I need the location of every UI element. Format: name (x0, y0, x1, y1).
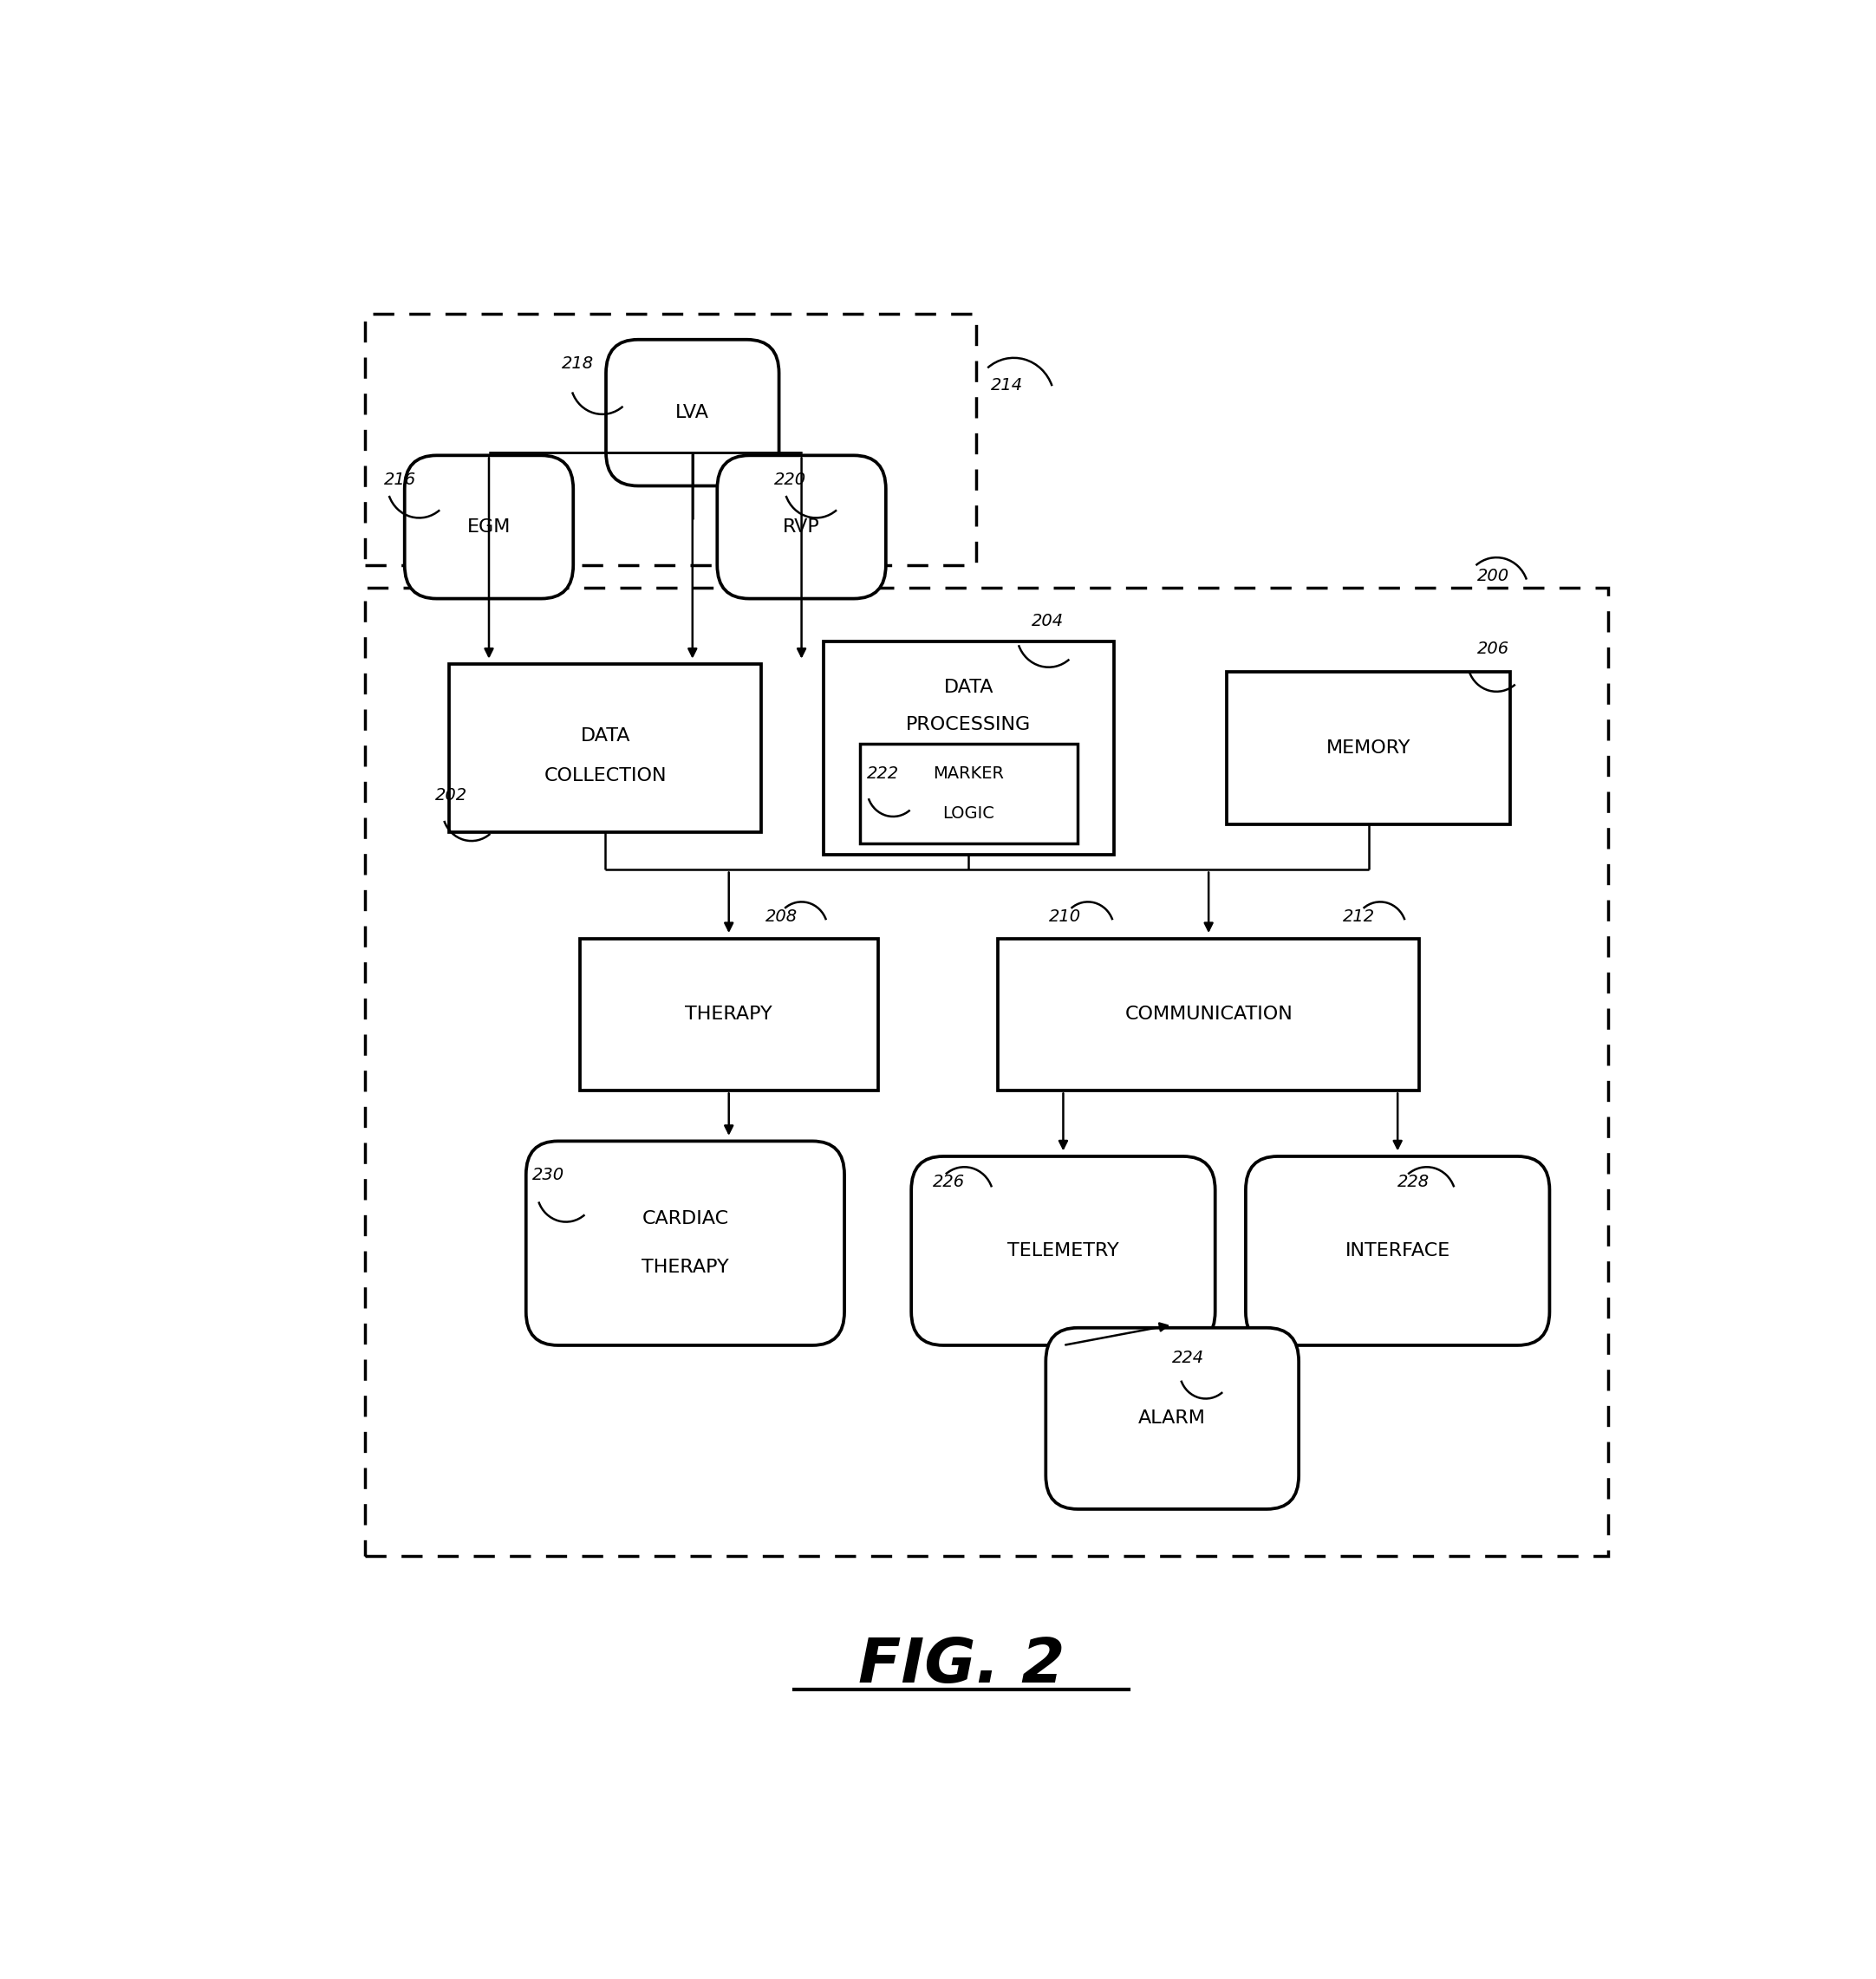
Text: MARKER: MARKER (932, 766, 1004, 782)
Text: 210: 210 (1049, 908, 1081, 926)
FancyBboxPatch shape (405, 455, 574, 598)
Text: 216: 216 (385, 471, 416, 489)
FancyBboxPatch shape (1246, 1156, 1550, 1346)
Text: EGM: EGM (467, 518, 510, 536)
Bar (448, 665, 762, 831)
Text: ALARM: ALARM (1139, 1409, 1206, 1427)
Bar (824, 641, 1114, 855)
Bar (1227, 671, 1510, 823)
Bar (366, 588, 1608, 1555)
Text: THERAPY: THERAPY (642, 1259, 730, 1276)
FancyBboxPatch shape (606, 340, 779, 487)
Text: 212: 212 (1343, 908, 1375, 926)
Text: PROCESSING: PROCESSING (906, 716, 1032, 734)
Text: FIG. 2: FIG. 2 (857, 1635, 1066, 1696)
Bar (580, 938, 878, 1090)
Text: 228: 228 (1398, 1174, 1430, 1191)
Text: TELEMETRY: TELEMETRY (1007, 1243, 1118, 1259)
Text: 218: 218 (561, 356, 595, 372)
Text: DATA: DATA (580, 726, 630, 744)
Bar (859, 744, 1077, 843)
Bar (998, 938, 1420, 1090)
Text: COMMUNICATION: COMMUNICATION (1124, 1005, 1293, 1023)
Text: THERAPY: THERAPY (685, 1005, 773, 1023)
FancyBboxPatch shape (525, 1142, 844, 1346)
Bar (366, 313, 976, 566)
Text: CARDIAC: CARDIAC (642, 1209, 728, 1227)
Text: 202: 202 (435, 788, 467, 803)
Text: 214: 214 (991, 378, 1022, 394)
Text: DATA: DATA (944, 679, 994, 697)
Text: MEMORY: MEMORY (1326, 740, 1411, 756)
FancyBboxPatch shape (912, 1156, 1216, 1346)
Text: 204: 204 (1032, 613, 1064, 629)
FancyBboxPatch shape (717, 455, 885, 598)
Text: RVP: RVP (782, 518, 820, 536)
Text: 220: 220 (775, 471, 807, 489)
FancyBboxPatch shape (1045, 1328, 1298, 1510)
Text: 200: 200 (1478, 568, 1510, 584)
Text: 206: 206 (1478, 641, 1510, 657)
Text: 224: 224 (1172, 1350, 1204, 1366)
Text: 208: 208 (765, 908, 797, 926)
Text: 222: 222 (867, 766, 899, 782)
Text: LOGIC: LOGIC (944, 805, 994, 821)
Text: COLLECTION: COLLECTION (544, 766, 666, 784)
Text: 230: 230 (533, 1166, 565, 1183)
Text: 226: 226 (932, 1174, 964, 1191)
Text: INTERFACE: INTERFACE (1345, 1243, 1450, 1259)
Text: LVA: LVA (675, 404, 709, 422)
